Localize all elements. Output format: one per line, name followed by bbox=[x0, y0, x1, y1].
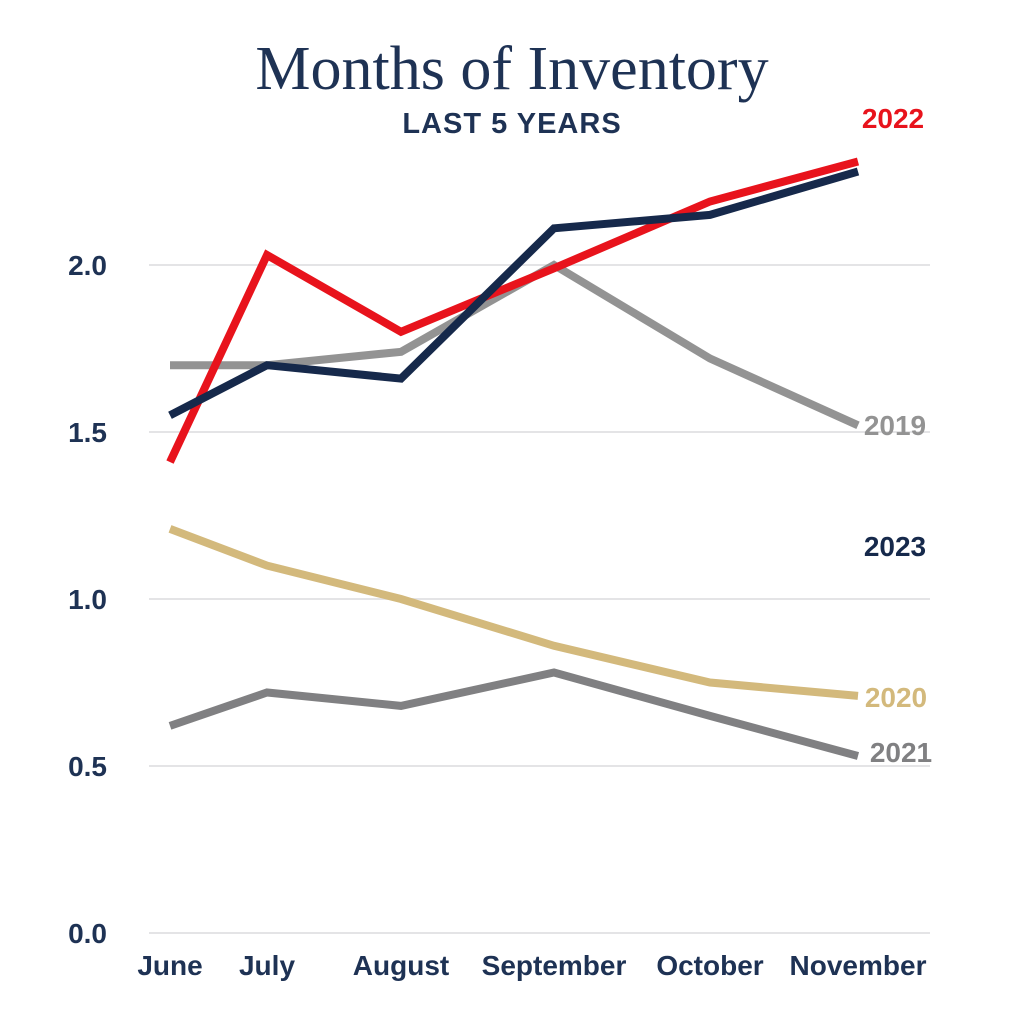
x-tick-label-august: August bbox=[353, 950, 449, 981]
y-tick-label-1.5: 1.5 bbox=[68, 417, 107, 448]
y-tick-label-0.0: 0.0 bbox=[68, 918, 107, 949]
x-tick-label-november: November bbox=[790, 950, 927, 981]
series-label-2019: 2019 bbox=[864, 410, 926, 441]
x-tick-label-june: June bbox=[137, 950, 202, 981]
chart-title: Months of Inventory bbox=[255, 35, 769, 103]
series-line-2022 bbox=[166, 157, 860, 464]
series-line-2020 bbox=[168, 525, 859, 700]
series-label-2022: 2022 bbox=[862, 103, 924, 134]
series-labels: 2019 2020 2021 2022 2023 bbox=[862, 103, 932, 768]
series-label-2020: 2020 bbox=[865, 682, 927, 713]
x-axis-labels: June July August September October November bbox=[137, 950, 926, 981]
series-lines bbox=[166, 157, 860, 760]
series-label-2023: 2023 bbox=[864, 531, 926, 562]
series-label-2021: 2021 bbox=[870, 737, 932, 768]
x-tick-label-october: October bbox=[656, 950, 763, 981]
y-tick-label-0.5: 0.5 bbox=[68, 751, 107, 782]
chart-subtitle: LAST 5 YEARS bbox=[402, 108, 622, 140]
y-tick-label-2.0: 2.0 bbox=[68, 250, 107, 281]
y-axis-labels: 0.0 0.5 1.0 1.5 2.0 bbox=[68, 250, 107, 949]
series-line-2023 bbox=[168, 167, 860, 419]
x-tick-label-july: July bbox=[239, 950, 295, 981]
series-line-2021 bbox=[168, 668, 860, 760]
x-tick-label-september: September bbox=[482, 950, 627, 981]
chart-header: Months of Inventory LAST 5 YEARS bbox=[0, 38, 1024, 141]
y-tick-label-1.0: 1.0 bbox=[68, 584, 107, 615]
